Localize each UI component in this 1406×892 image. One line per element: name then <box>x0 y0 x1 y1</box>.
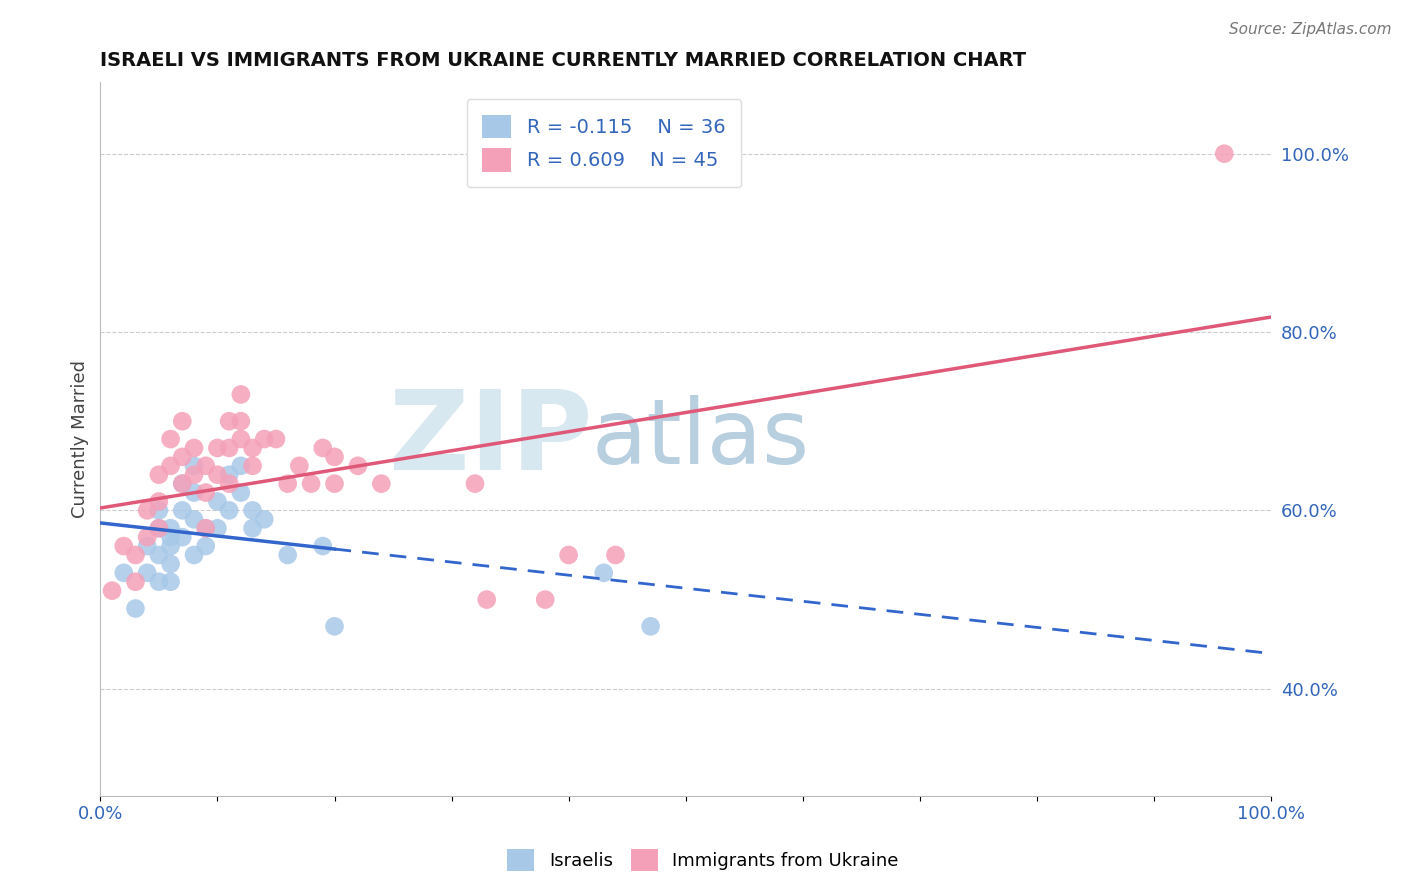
Point <box>253 512 276 526</box>
Point <box>207 494 229 508</box>
Point <box>229 414 252 428</box>
Y-axis label: Currently Married: Currently Married <box>72 360 89 518</box>
Point <box>183 485 205 500</box>
Point <box>194 458 217 473</box>
Point <box>159 539 181 553</box>
Point <box>172 476 194 491</box>
Point <box>242 441 264 455</box>
Point <box>172 476 194 491</box>
Point <box>172 503 194 517</box>
Point <box>218 414 240 428</box>
Point <box>370 476 392 491</box>
Point <box>194 485 217 500</box>
Point <box>229 458 252 473</box>
Point <box>136 530 159 544</box>
Point <box>136 503 159 517</box>
Point <box>242 521 264 535</box>
Point <box>312 539 335 553</box>
Point <box>124 574 146 589</box>
Point <box>148 521 170 535</box>
Text: Source: ZipAtlas.com: Source: ZipAtlas.com <box>1229 22 1392 37</box>
Point <box>183 441 205 455</box>
Point <box>288 458 311 473</box>
Point <box>229 485 252 500</box>
Point <box>640 619 662 633</box>
Point <box>136 566 159 580</box>
Point <box>207 441 229 455</box>
Point <box>159 521 181 535</box>
Point <box>207 467 229 482</box>
Point <box>347 458 370 473</box>
Point <box>101 583 124 598</box>
Point <box>159 458 181 473</box>
Text: ZIP: ZIP <box>388 385 592 492</box>
Point <box>229 432 252 446</box>
Point <box>159 574 181 589</box>
Point <box>218 476 240 491</box>
Point <box>136 539 159 553</box>
Legend: Israelis, Immigrants from Ukraine: Israelis, Immigrants from Ukraine <box>501 842 905 879</box>
Point <box>323 450 346 464</box>
Point <box>218 441 240 455</box>
Point <box>557 548 579 562</box>
Point <box>148 548 170 562</box>
Point <box>592 566 614 580</box>
Point <box>218 467 240 482</box>
Point <box>277 476 299 491</box>
Point <box>229 387 252 401</box>
Point <box>194 539 217 553</box>
Point <box>323 476 346 491</box>
Point <box>605 548 627 562</box>
Point <box>264 432 287 446</box>
Point <box>207 521 229 535</box>
Point <box>183 458 205 473</box>
Point <box>148 521 170 535</box>
Point <box>253 432 276 446</box>
Point <box>172 414 194 428</box>
Point <box>464 476 486 491</box>
Point <box>124 548 146 562</box>
Point <box>172 450 194 464</box>
Point <box>323 619 346 633</box>
Point <box>242 503 264 517</box>
Point <box>312 441 335 455</box>
Point <box>159 432 181 446</box>
Point <box>112 566 135 580</box>
Point <box>1213 146 1236 161</box>
Point <box>277 548 299 562</box>
Point <box>299 476 322 491</box>
Point <box>159 530 181 544</box>
Point <box>183 467 205 482</box>
Point <box>148 503 170 517</box>
Text: ISRAELI VS IMMIGRANTS FROM UKRAINE CURRENTLY MARRIED CORRELATION CHART: ISRAELI VS IMMIGRANTS FROM UKRAINE CURRE… <box>100 51 1026 70</box>
Point <box>194 521 217 535</box>
Point <box>112 539 135 553</box>
Point <box>183 548 205 562</box>
Point <box>148 494 170 508</box>
Point <box>159 557 181 571</box>
Text: atlas: atlas <box>592 395 810 483</box>
Legend: R = -0.115    N = 36, R = 0.609    N = 45: R = -0.115 N = 36, R = 0.609 N = 45 <box>467 99 741 187</box>
Point <box>475 592 498 607</box>
Point <box>183 512 205 526</box>
Point <box>242 458 264 473</box>
Point <box>194 521 217 535</box>
Point <box>148 467 170 482</box>
Point <box>172 530 194 544</box>
Point <box>124 601 146 615</box>
Point <box>148 574 170 589</box>
Point <box>218 503 240 517</box>
Point <box>534 592 557 607</box>
